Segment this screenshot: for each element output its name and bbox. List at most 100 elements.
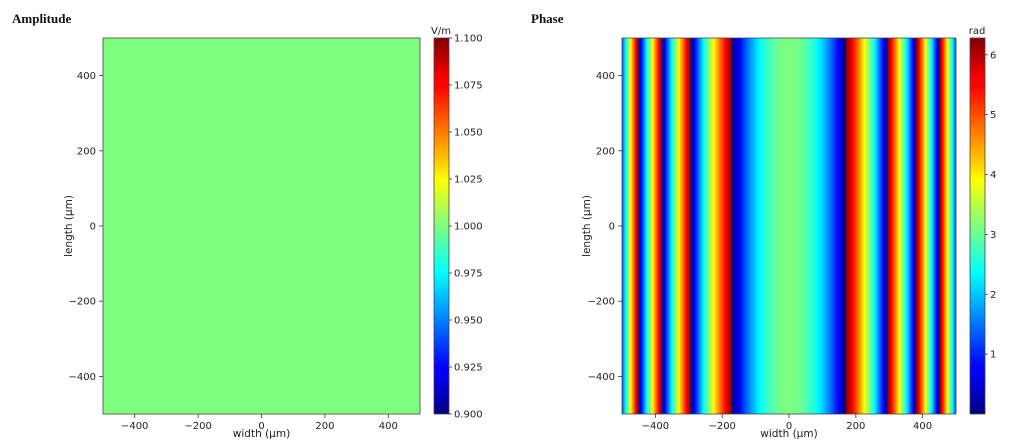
phase-stripe bbox=[856, 38, 857, 414]
phase-stripe bbox=[843, 38, 845, 414]
phase-stripe bbox=[868, 38, 870, 414]
amplitude-colorbar-tick-label: 0.900 bbox=[454, 410, 483, 421]
phase-stripe bbox=[744, 38, 745, 414]
phase-stripe bbox=[792, 38, 794, 414]
phase-stripe bbox=[872, 38, 874, 414]
phase-stripe bbox=[752, 38, 754, 414]
phase-stripe bbox=[716, 38, 718, 414]
phase-stripe bbox=[639, 38, 641, 414]
phase-stripe bbox=[778, 38, 779, 414]
phase-stripe bbox=[814, 38, 815, 414]
phase-stripe bbox=[888, 38, 890, 414]
phase-stripe bbox=[766, 38, 767, 414]
phase-stripe bbox=[732, 38, 734, 414]
phase-stripe bbox=[726, 38, 728, 414]
phase-stripe bbox=[718, 38, 719, 414]
phase-stripe bbox=[909, 38, 910, 414]
phase-stripe bbox=[856, 38, 858, 414]
phase-stripe bbox=[938, 38, 940, 414]
phase-stripe bbox=[840, 38, 842, 414]
phase-stripe bbox=[822, 38, 824, 414]
phase-stripe bbox=[816, 38, 817, 414]
phase-stripe bbox=[755, 38, 757, 414]
phase-stripe bbox=[646, 38, 648, 414]
phase-stripe bbox=[825, 38, 827, 414]
phase-stripe bbox=[915, 38, 916, 414]
phase-stripe bbox=[791, 38, 793, 414]
phase-stripe bbox=[698, 38, 699, 414]
phase-stripe bbox=[869, 38, 870, 414]
phase-stripe bbox=[727, 38, 729, 414]
phase-stripe bbox=[808, 38, 810, 414]
phase-stripe bbox=[863, 38, 865, 414]
phase-stripe bbox=[733, 38, 735, 414]
phase-stripe bbox=[776, 38, 778, 414]
phase-stripe bbox=[953, 38, 954, 414]
phase-stripe bbox=[681, 38, 682, 414]
phase-stripe bbox=[623, 38, 625, 414]
phase-stripe bbox=[626, 38, 628, 414]
phase-stripe bbox=[679, 38, 681, 414]
phase-stripe bbox=[663, 38, 665, 414]
phase-stripe bbox=[817, 38, 818, 414]
phase-stripe bbox=[742, 38, 743, 414]
phase-stripe bbox=[871, 38, 873, 414]
phase-stripe bbox=[630, 38, 631, 414]
phase-stripe bbox=[845, 38, 847, 414]
phase-stripe bbox=[714, 38, 715, 414]
amplitude-y-tick-label: −200 bbox=[69, 297, 96, 308]
phase-stripe bbox=[765, 38, 766, 414]
phase-stripe bbox=[770, 38, 771, 414]
phase-stripe bbox=[939, 38, 941, 414]
phase-stripe bbox=[691, 38, 693, 414]
phase-stripe bbox=[670, 38, 672, 414]
phase-stripe bbox=[859, 38, 860, 414]
phase-stripe bbox=[820, 38, 821, 414]
phase-stripe bbox=[650, 38, 651, 414]
phase-stripe bbox=[945, 38, 947, 414]
phase-stripe bbox=[949, 38, 950, 414]
phase-stripe bbox=[749, 38, 751, 414]
phase-stripe bbox=[716, 38, 717, 414]
phase-stripe bbox=[639, 38, 640, 414]
phase-stripe bbox=[875, 38, 876, 414]
phase-stripe bbox=[736, 38, 738, 414]
phase-stripe bbox=[936, 38, 938, 414]
phase-stripe bbox=[908, 38, 909, 414]
phase-stripe bbox=[692, 38, 694, 414]
phase-stripe bbox=[657, 38, 658, 414]
phase-stripe bbox=[687, 38, 688, 414]
phase-stripe bbox=[672, 38, 673, 414]
phase-stripe bbox=[817, 38, 819, 414]
phase-stripe bbox=[754, 38, 756, 414]
phase-stripe bbox=[695, 38, 696, 414]
phase-stripe bbox=[626, 38, 627, 414]
phase-x-tick-label: −200 bbox=[708, 421, 735, 432]
phase-stripe bbox=[942, 38, 944, 414]
phase-stripe bbox=[936, 38, 937, 414]
phase-stripe bbox=[689, 38, 690, 414]
phase-stripe bbox=[682, 38, 684, 414]
phase-stripe bbox=[939, 38, 940, 414]
phase-stripe bbox=[764, 38, 766, 414]
phase-stripe bbox=[640, 38, 641, 414]
phase-stripe bbox=[888, 38, 889, 414]
phase-stripe bbox=[805, 38, 806, 414]
phase-stripe bbox=[927, 38, 929, 414]
phase-stripe bbox=[902, 38, 903, 414]
phase-stripe bbox=[830, 38, 831, 414]
phase-stripe bbox=[747, 38, 749, 414]
phase-stripe bbox=[710, 38, 711, 414]
phase-stripe bbox=[776, 38, 777, 414]
phase-stripe bbox=[779, 38, 781, 414]
phase-stripe bbox=[726, 38, 727, 414]
phase-stripe bbox=[801, 38, 802, 414]
phase-stripe bbox=[811, 38, 813, 414]
phase-stripe bbox=[759, 38, 760, 414]
phase-stripe bbox=[756, 38, 757, 414]
phase-stripe bbox=[774, 38, 776, 414]
phase-stripe bbox=[647, 38, 648, 414]
phase-stripe bbox=[925, 38, 927, 414]
phase-stripe bbox=[835, 38, 836, 414]
phase-stripe bbox=[809, 38, 811, 414]
